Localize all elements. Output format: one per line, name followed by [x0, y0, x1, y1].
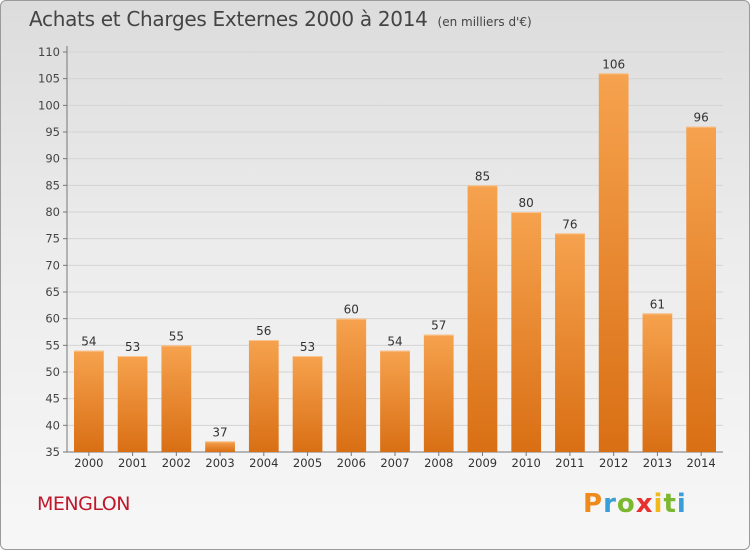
bar-2002[interactable] [161, 345, 192, 452]
y-tick-label: 105 [38, 72, 60, 86]
x-tick-label-2012: 2012 [599, 456, 628, 470]
labels: 35 40 45 50 55 60 65 70 75 80 85 90 95 100 105 110 54 200… [38, 45, 716, 470]
logo-letter: i [653, 489, 664, 519]
x-tick-label-2005: 2005 [293, 456, 322, 470]
value-label-2000: 54 [81, 335, 96, 349]
bars [73, 73, 717, 453]
logo-letter: t [663, 489, 677, 519]
value-label-2014: 96 [693, 111, 708, 125]
x-tick-label-2011: 2011 [555, 456, 584, 470]
bar-2013[interactable] [642, 313, 673, 452]
bar-2000[interactable] [73, 350, 104, 452]
value-label-2010: 80 [519, 196, 534, 210]
bar-2008[interactable] [423, 334, 454, 452]
x-tick-label-2004: 2004 [249, 456, 278, 470]
value-label-2012: 106 [602, 57, 625, 71]
value-label-2001: 53 [125, 340, 140, 354]
bar-2001[interactable] [117, 356, 148, 452]
y-tick-label: 90 [45, 152, 60, 166]
chart-title: Achats et Charges Externes 2000 à 2014 (e… [29, 7, 532, 31]
value-label-2006: 60 [344, 303, 359, 317]
value-label-2007: 54 [387, 335, 402, 349]
x-tick-label-2014: 2014 [686, 456, 715, 470]
bar-2006[interactable] [336, 318, 367, 452]
logo-letter: i [676, 489, 687, 519]
x-tick-label-2008: 2008 [424, 456, 453, 470]
x-tick-label-2003: 2003 [205, 456, 234, 470]
logo-letter: o [616, 489, 636, 519]
y-tick-label: 100 [38, 98, 60, 112]
x-tick-label-2006: 2006 [337, 456, 366, 470]
value-label-2013: 61 [650, 297, 665, 311]
bar-2007[interactable] [380, 350, 410, 452]
x-tick-label-2009: 2009 [468, 456, 497, 470]
value-label-2005: 53 [300, 340, 315, 354]
y-tick-label: 60 [45, 312, 60, 326]
bar-2012[interactable] [598, 73, 629, 452]
commune-name: MENGLON [37, 493, 130, 515]
y-tick-label: 65 [45, 285, 60, 299]
bar-2003[interactable] [205, 441, 235, 452]
y-tick-label: 75 [45, 232, 60, 246]
bar-2004[interactable] [248, 340, 279, 452]
y-tick-label: 35 [45, 445, 60, 459]
bar-2014[interactable] [686, 126, 717, 453]
x-tick-label-2013: 2013 [643, 456, 672, 470]
y-tick-label: 110 [38, 45, 60, 59]
x-tick-label-2007: 2007 [380, 456, 409, 470]
value-label-2004: 56 [256, 324, 271, 338]
bar-2010[interactable] [511, 212, 542, 452]
y-tick-label: 45 [45, 392, 60, 406]
y-tick-label: 55 [45, 338, 60, 352]
y-tick-label: 95 [45, 125, 60, 139]
value-label-2003: 37 [212, 425, 227, 439]
bar-2009[interactable] [467, 185, 498, 453]
bar-2011[interactable] [555, 233, 585, 452]
x-tick-label-2010: 2010 [512, 456, 541, 470]
y-tick-label: 85 [45, 178, 60, 192]
value-label-2008: 57 [431, 319, 446, 333]
x-tick-label-2000: 2000 [74, 456, 103, 470]
title-text: Achats et Charges Externes 2000 à 2014 [29, 7, 428, 31]
y-tick-label: 50 [45, 365, 60, 379]
y-tick-label: 80 [45, 205, 60, 219]
logo-letter: x [635, 489, 654, 519]
value-label-2002: 55 [169, 329, 184, 343]
y-tick-label: 70 [45, 258, 60, 272]
x-tick-label-2001: 2001 [118, 456, 147, 470]
logo-letter: r [603, 489, 617, 519]
logo-letter: P [583, 489, 604, 519]
y-tick-label: 40 [45, 418, 60, 432]
proxiti-logo[interactable]: Proxiti [583, 489, 687, 519]
value-label-2009: 85 [475, 169, 490, 183]
value-label-2011: 76 [562, 217, 577, 231]
bar-2005[interactable] [292, 356, 323, 452]
x-tick-label-2002: 2002 [162, 456, 191, 470]
chart-subtitle: (en milliers d'€) [437, 15, 532, 29]
